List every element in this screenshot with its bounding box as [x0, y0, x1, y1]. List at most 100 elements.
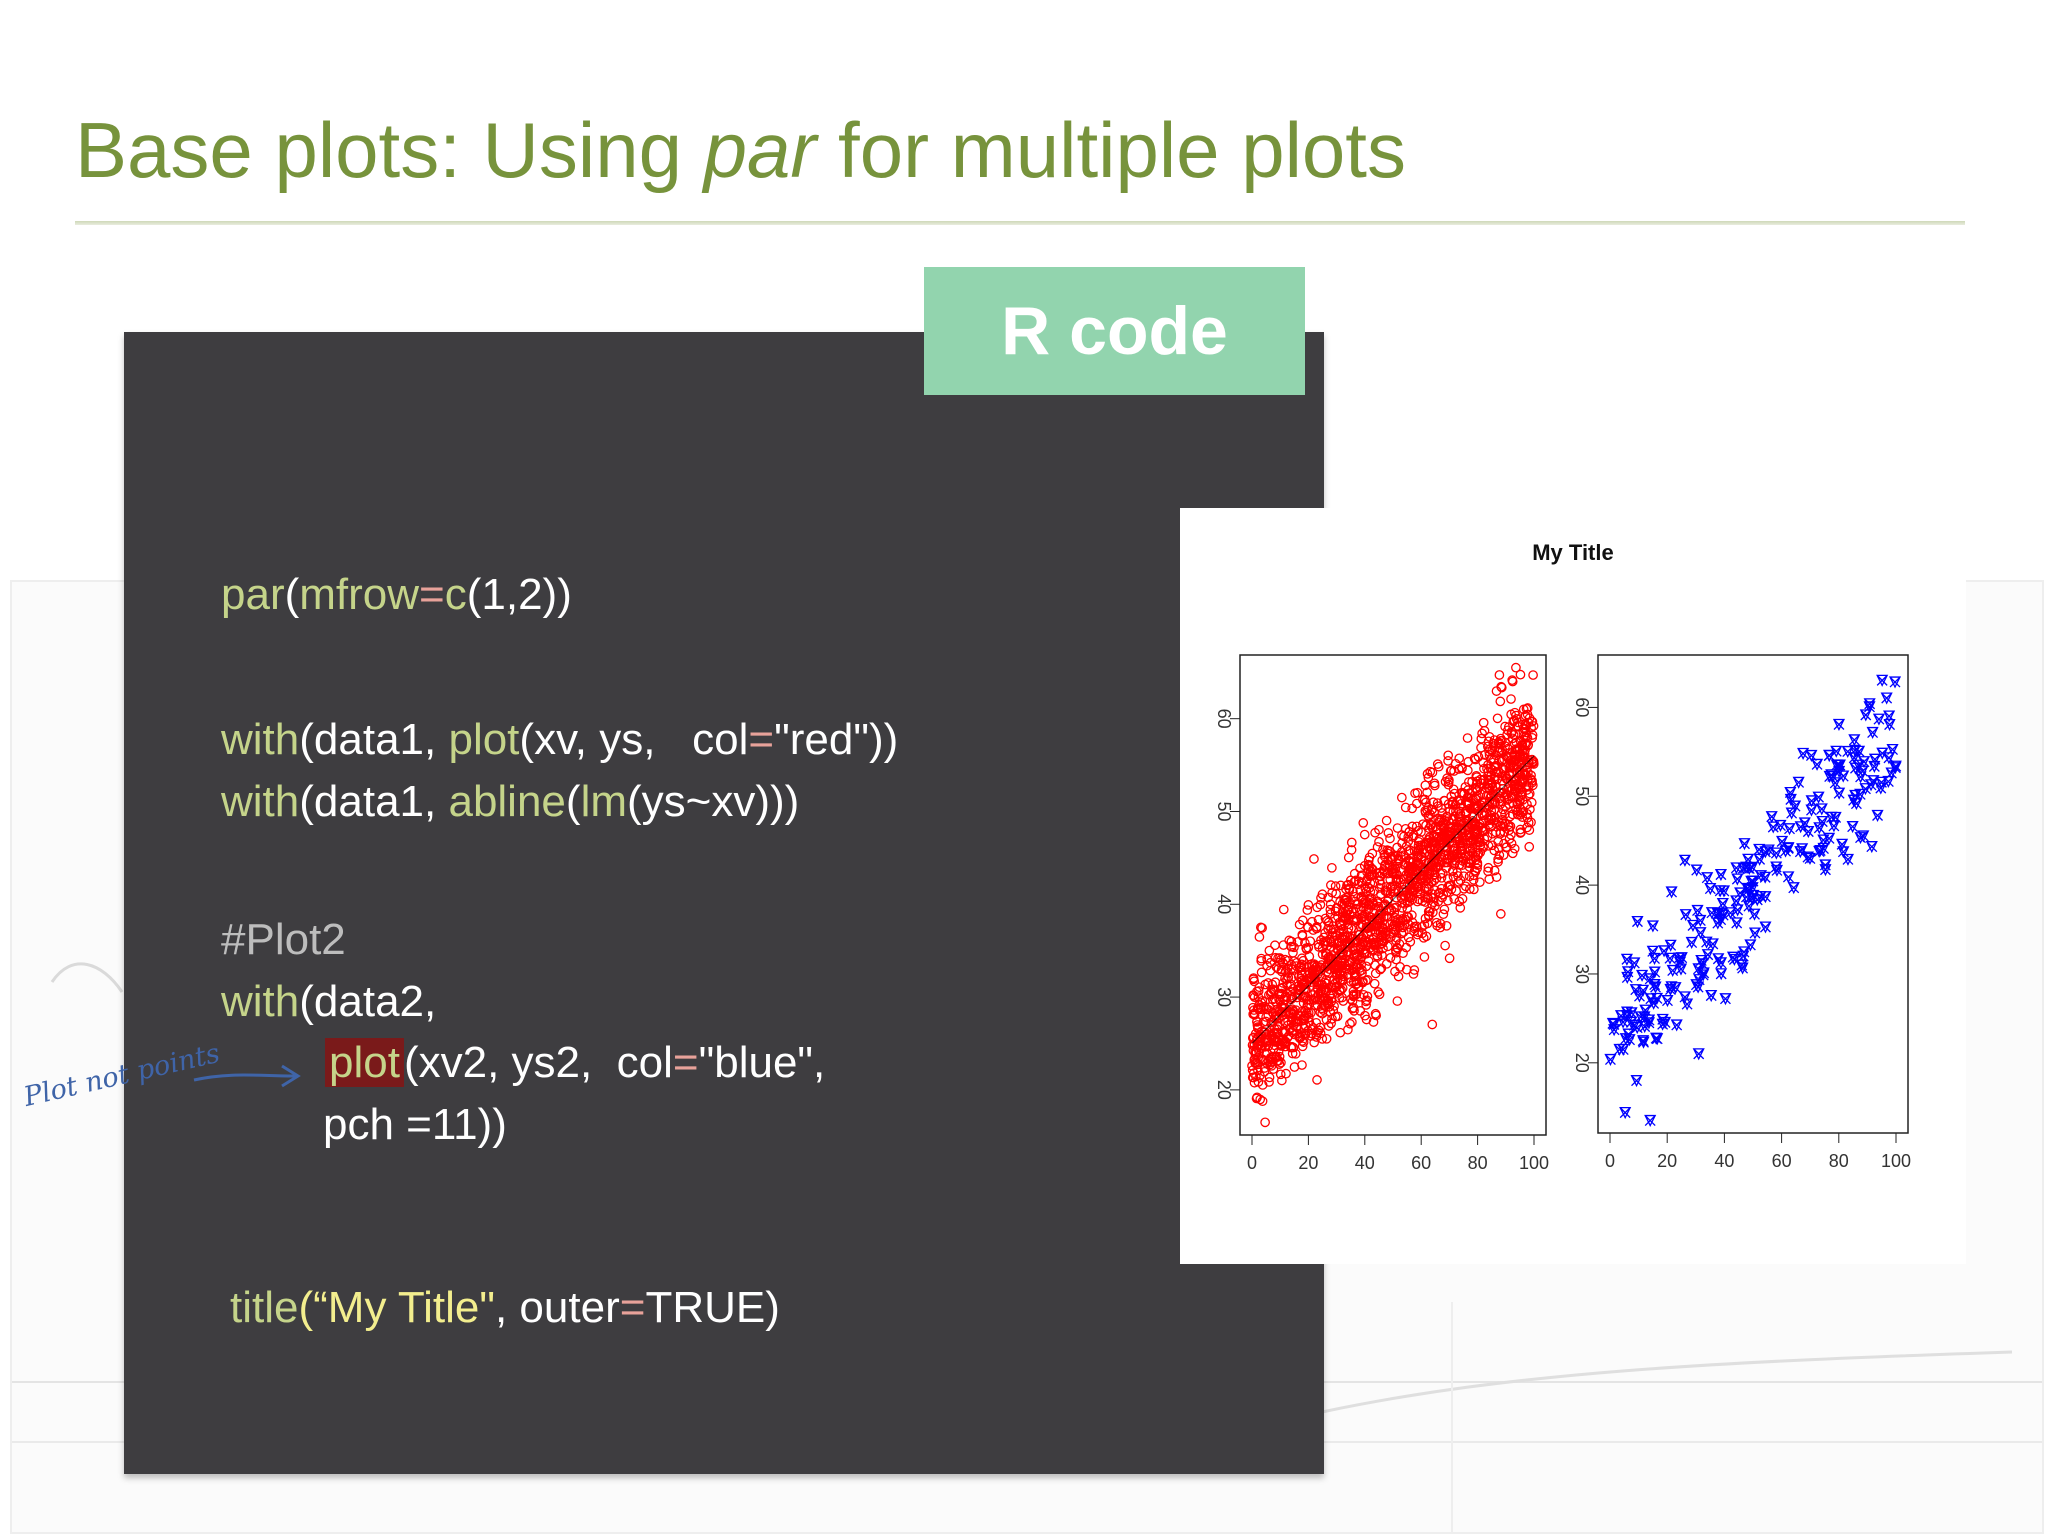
data-point [1251, 1093, 1262, 1104]
data-point [1249, 976, 1260, 987]
data-point [1651, 1033, 1664, 1046]
data-point [1315, 1028, 1326, 1039]
data-point [1309, 1037, 1320, 1048]
data-point [1269, 1040, 1280, 1051]
data-point [1469, 884, 1479, 895]
data-point [1350, 942, 1360, 953]
code-comment: #Plot2 [221, 915, 346, 964]
data-point [1483, 840, 1494, 851]
data-point [1442, 854, 1452, 865]
code-fn: plot [448, 715, 520, 764]
data-point [1719, 993, 1732, 1006]
data-point [1472, 785, 1483, 796]
data-point [1714, 885, 1727, 898]
code-text: , outer [494, 1283, 620, 1332]
data-point [1346, 845, 1357, 855]
data-point [1389, 925, 1400, 936]
data-point [1288, 1020, 1299, 1031]
data-point [1646, 945, 1659, 958]
data-point [1296, 982, 1307, 993]
data-point [1332, 975, 1343, 985]
code-op: = [748, 715, 775, 764]
data-point [1447, 866, 1458, 877]
y-tick-label: 40 [1572, 875, 1592, 895]
data-point [1491, 872, 1502, 882]
data-point [1316, 960, 1327, 970]
data-point [1324, 921, 1334, 931]
code-text: (ys~xv))) [627, 777, 800, 826]
data-point [1386, 884, 1396, 894]
data-point [1256, 955, 1267, 966]
data-point [1275, 1069, 1286, 1080]
data-point [1678, 854, 1691, 867]
code-fn: with [221, 715, 300, 764]
data-point [1310, 972, 1320, 983]
data-point [1326, 880, 1336, 890]
data-point [1470, 783, 1481, 793]
data-point [1417, 872, 1428, 883]
data-point [1833, 787, 1846, 800]
data-point [1495, 909, 1506, 919]
code-line-3: with(data1, abline(lm(ys~xv))) [221, 777, 799, 827]
data-point [1287, 1027, 1297, 1038]
data-point [1701, 949, 1714, 962]
y-tick-label: 50 [1214, 801, 1234, 821]
data-point [1868, 760, 1881, 773]
y-tick-label: 50 [1572, 786, 1592, 806]
data-point [1448, 871, 1459, 882]
data-point [1280, 1036, 1291, 1047]
data-point [1456, 849, 1466, 859]
data-point [1469, 865, 1480, 876]
code-line-8: title(“My Title", outer=TRUE) [230, 1283, 780, 1333]
data-point [1330, 881, 1341, 892]
data-point [1829, 811, 1842, 824]
data-point [1461, 826, 1471, 836]
data-point [1330, 961, 1340, 972]
data-point [1509, 750, 1520, 760]
data-point [1432, 854, 1443, 865]
data-point [1373, 987, 1384, 997]
data-point [1374, 989, 1385, 1000]
y-tick-label: 30 [1572, 964, 1592, 984]
data-point [1817, 842, 1830, 855]
data-point [1276, 1057, 1286, 1068]
data-point [1351, 937, 1362, 948]
data-point [1504, 768, 1515, 779]
data-point [1403, 932, 1414, 943]
data-point [1832, 759, 1845, 772]
data-point [1648, 966, 1661, 979]
data-point [1401, 914, 1411, 925]
data-point [1470, 823, 1480, 834]
data-point [1477, 822, 1488, 833]
data-point [1372, 912, 1383, 923]
data-point [1478, 717, 1489, 728]
data-point [1517, 739, 1528, 750]
data-point [1389, 886, 1399, 897]
data-point [1360, 914, 1370, 925]
data-point [1346, 837, 1357, 848]
x-tick-label: 60 [1772, 1151, 1792, 1171]
data-point [1462, 792, 1473, 802]
x-tick-label: 100 [1881, 1151, 1911, 1171]
data-point [1430, 843, 1440, 853]
data-point [1422, 769, 1433, 779]
code-fn: abline [448, 777, 566, 826]
data-point [1819, 859, 1832, 872]
data-point [1323, 952, 1334, 963]
data-point [1697, 967, 1710, 980]
data-point [1287, 1004, 1298, 1015]
data-point [1264, 1072, 1275, 1083]
data-point [1495, 733, 1506, 744]
data-point [1297, 1041, 1308, 1052]
data-point [1281, 1026, 1291, 1037]
data-point [1628, 957, 1641, 970]
data-point [1420, 875, 1431, 886]
data-point [1249, 1010, 1260, 1020]
data-point [1374, 836, 1384, 847]
data-point [1644, 1114, 1657, 1128]
data-point [1466, 855, 1477, 866]
data-point [1619, 1033, 1632, 1046]
data-point [1690, 864, 1703, 877]
data-point [1518, 751, 1529, 761]
data-point [1408, 969, 1419, 979]
